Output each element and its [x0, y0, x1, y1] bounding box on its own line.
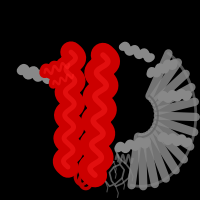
Polygon shape	[53, 72, 74, 87]
Polygon shape	[122, 45, 152, 59]
Polygon shape	[118, 139, 147, 151]
Polygon shape	[150, 61, 175, 76]
Polygon shape	[161, 136, 189, 144]
Polygon shape	[161, 92, 189, 100]
Polygon shape	[63, 52, 76, 167]
Polygon shape	[90, 54, 108, 176]
Polygon shape	[44, 61, 70, 76]
Polygon shape	[21, 68, 51, 80]
